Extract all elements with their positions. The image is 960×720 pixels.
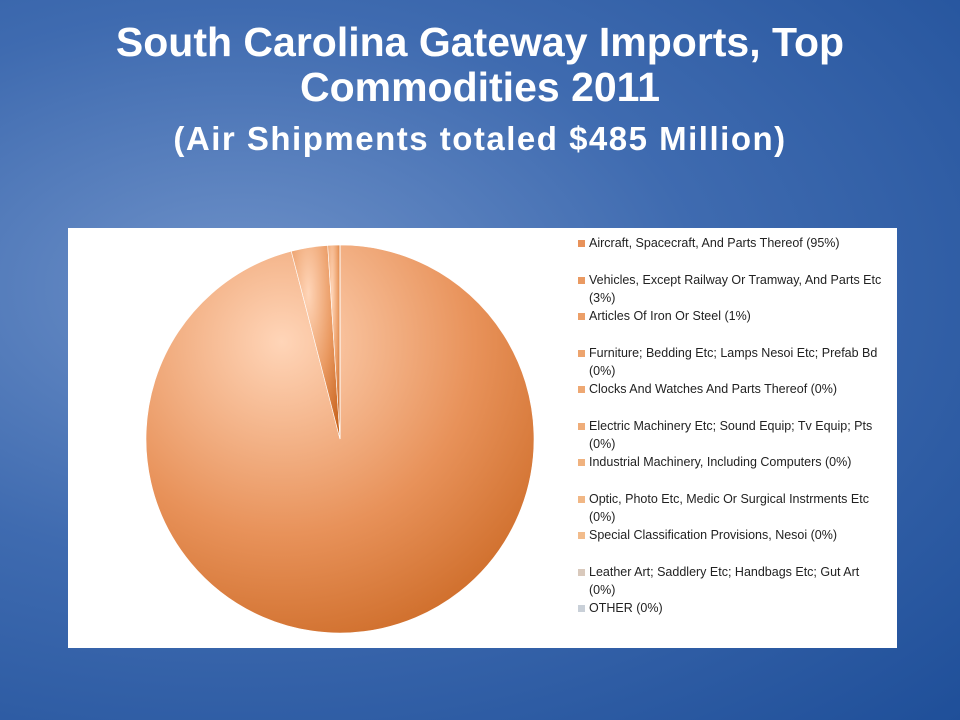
chart-title: South Carolina Gateway Imports, Top Comm… (115, 19, 845, 110)
legend-swatch (578, 495, 585, 503)
legend-swatch (578, 422, 585, 430)
legend-label: Clocks And Watches And Parts Thereof (0%… (589, 382, 838, 396)
legend-item: Articles Of Iron Or Steel (1%) (576, 307, 886, 344)
chart-panel: Aircraft, Spacecraft, And Parts Thereof … (68, 228, 897, 648)
legend-label: Optic, Photo Etc, Medic Or Surgical Inst… (589, 491, 869, 524)
legend-swatch (578, 240, 585, 247)
legend-label: OTHER (0%) (589, 601, 663, 615)
legend-swatch (578, 459, 585, 466)
legend-item: Furniture; Bedding Etc; Lamps Nesoi Etc;… (576, 344, 886, 381)
pie (145, 244, 535, 634)
legend-item: OTHER (0%) (576, 599, 886, 636)
legend-label: Leather Art; Saddlery Etc; Handbags Etc;… (589, 564, 860, 597)
chart-subtitle: (Air Shipments totaled $485 Million) (173, 120, 787, 157)
legend-label: Industrial Machinery, Including Computer… (589, 455, 852, 469)
legend-label: Vehicles, Except Railway Or Tramway, And… (589, 272, 882, 305)
legend-swatch (578, 386, 585, 393)
legend-swatch (578, 532, 585, 539)
legend-label: Electric Machinery Etc; Sound Equip; Tv … (589, 418, 873, 451)
legend-item: Vehicles, Except Railway Or Tramway, And… (576, 271, 886, 308)
legend-label: Special Classification Provisions, Nesoi… (589, 528, 838, 542)
legend: Aircraft, Spacecraft, And Parts Thereof … (576, 234, 886, 636)
legend-item: Electric Machinery Etc; Sound Equip; Tv … (576, 417, 886, 454)
legend-label: Aircraft, Spacecraft, And Parts Thereof … (589, 236, 840, 250)
legend-item: Leather Art; Saddlery Etc; Handbags Etc;… (576, 563, 886, 600)
legend-label: Furniture; Bedding Etc; Lamps Nesoi Etc;… (589, 345, 878, 378)
legend-swatch (578, 313, 585, 320)
legend-swatch (578, 349, 585, 357)
legend-item: Special Classification Provisions, Nesoi… (576, 526, 886, 563)
legend-swatch (578, 568, 585, 576)
legend-item: Industrial Machinery, Including Computer… (576, 453, 886, 490)
legend-label: Articles Of Iron Or Steel (1%) (589, 309, 751, 323)
legend-swatch (578, 276, 585, 284)
legend-item: Aircraft, Spacecraft, And Parts Thereof … (576, 234, 886, 271)
legend-swatch (578, 605, 585, 612)
legend-item: Optic, Photo Etc, Medic Or Surgical Inst… (576, 490, 886, 527)
legend-item: Clocks And Watches And Parts Thereof (0%… (576, 380, 886, 417)
